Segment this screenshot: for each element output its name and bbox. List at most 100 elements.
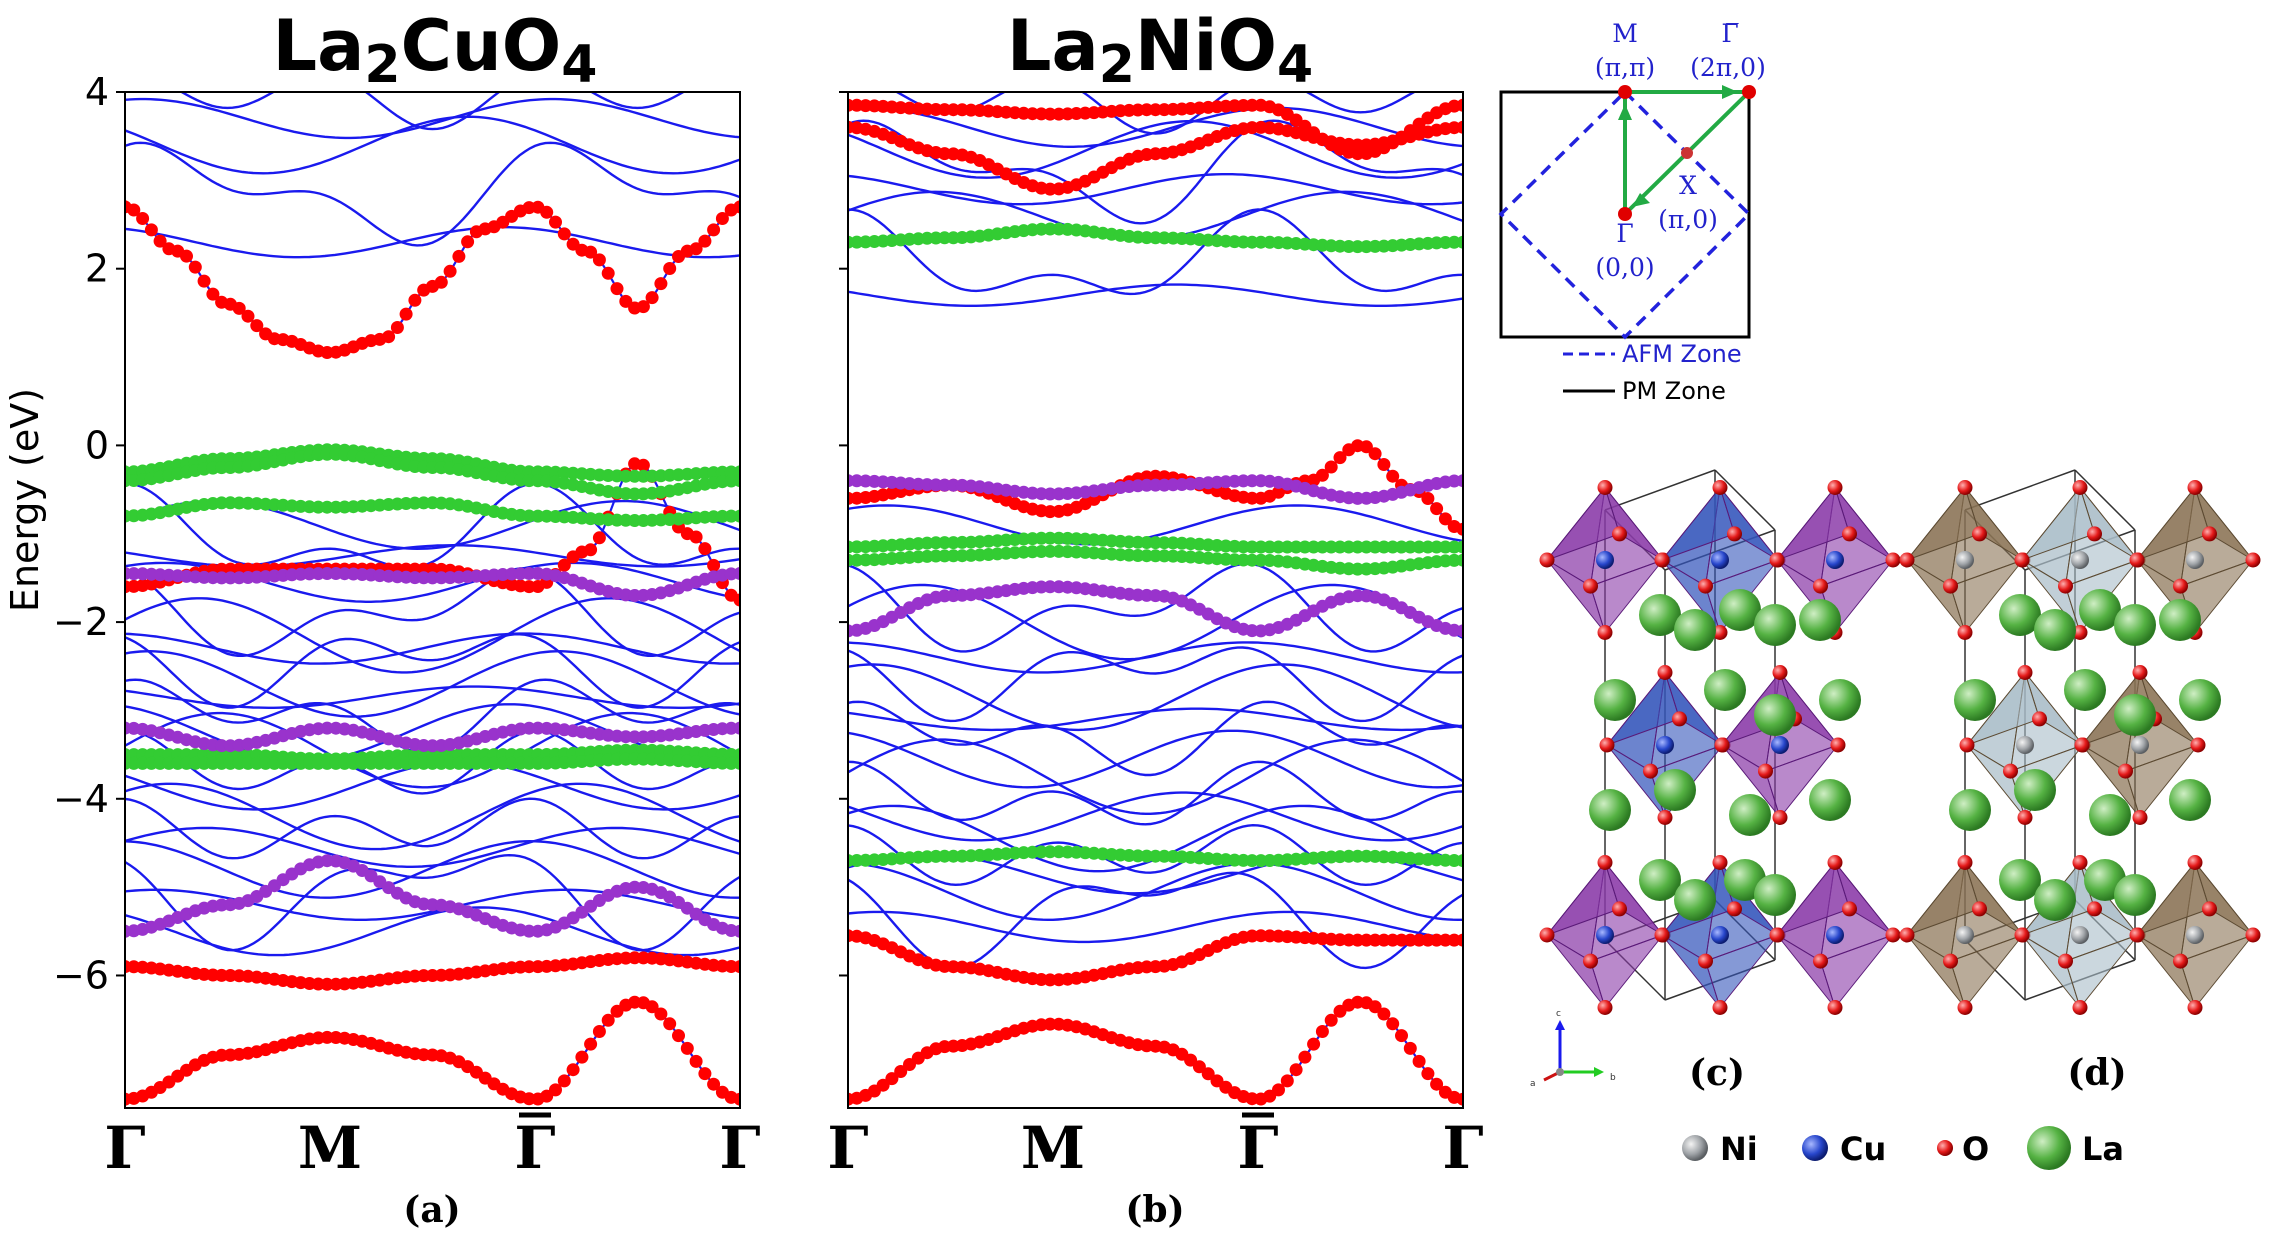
la-atom xyxy=(1954,679,1996,721)
bz-gamma-coord: (0,0) xyxy=(1595,253,1654,282)
oxygen-atom xyxy=(2173,578,2188,594)
blue-band-line xyxy=(848,791,1463,842)
panel-label-b: (b) xyxy=(1125,1189,1184,1231)
blue-band-line xyxy=(848,562,1463,653)
la-atom xyxy=(2179,679,2221,721)
la-atom xyxy=(1949,789,1991,831)
blue-band-line xyxy=(848,641,1463,674)
blue-band-line xyxy=(848,106,1463,148)
blue-band-line xyxy=(848,871,1463,970)
oxygen-atom xyxy=(2072,855,2088,870)
band-point xyxy=(698,542,712,556)
band-point xyxy=(1324,1013,1338,1027)
oxygen-atom xyxy=(1612,526,1627,542)
la-atom xyxy=(1754,604,1796,646)
x-tick-label: Γ xyxy=(1442,1114,1483,1182)
band-point xyxy=(557,1074,571,1088)
bz-x-label: X xyxy=(1679,171,1697,200)
metal-atom xyxy=(1771,736,1789,754)
x-tick-label: Γ xyxy=(719,1114,760,1182)
axis-b-label: b xyxy=(1610,1073,1616,1083)
bands-layer xyxy=(848,92,1463,1106)
y-tick-label: 2 xyxy=(85,247,109,291)
band-point xyxy=(584,1037,598,1051)
blue-band-line xyxy=(848,208,1463,296)
blue-band-line xyxy=(848,663,1463,732)
band-point xyxy=(698,234,712,248)
la-atom xyxy=(1719,589,1761,631)
band-point xyxy=(894,1065,908,1078)
oxygen-atom xyxy=(1758,763,1773,779)
x-tick-label: M xyxy=(1021,1114,1085,1182)
band-point xyxy=(663,1017,677,1031)
oxygen-atom xyxy=(1654,927,1670,943)
metal-atom xyxy=(2186,926,2204,944)
band-point xyxy=(566,1063,580,1077)
bands-layer xyxy=(125,92,740,1106)
y-axis-label: Energy (eV) xyxy=(3,388,47,612)
oxygen-atom xyxy=(2129,552,2145,568)
oxygen-atom xyxy=(1769,552,1785,568)
x-tick-label: M xyxy=(298,1114,362,1182)
blue-band-line xyxy=(125,141,740,247)
blue-band-line xyxy=(125,597,740,674)
band-point xyxy=(707,1077,721,1091)
series-2 xyxy=(848,222,1463,254)
blue-band-line xyxy=(125,782,740,851)
band-point xyxy=(1368,1000,1382,1014)
oxygen-atom xyxy=(2190,737,2206,753)
band-point xyxy=(434,275,448,289)
band-point xyxy=(206,287,220,301)
la-atom xyxy=(2169,779,2211,821)
oxygen-atom xyxy=(1643,763,1658,779)
octahedron xyxy=(1959,665,2091,825)
oxygen-atom xyxy=(2058,953,2073,969)
legend-la-icon xyxy=(2027,1126,2071,1170)
blue-band-line xyxy=(125,482,740,570)
octahedron xyxy=(1539,855,1671,1015)
series-10 xyxy=(125,721,740,753)
band-point xyxy=(654,1007,668,1021)
blue-band-line xyxy=(125,226,740,259)
blue-band-line xyxy=(848,119,1463,225)
band-point xyxy=(549,215,562,229)
series-4 xyxy=(848,474,1463,505)
x-tick-label: Γ xyxy=(827,1114,868,1182)
band-point xyxy=(144,223,158,237)
oxygen-atom xyxy=(2187,855,2203,870)
band-point xyxy=(136,212,150,225)
oxygen-atom xyxy=(1597,1000,1613,1015)
band-point xyxy=(584,543,598,557)
metal-atom xyxy=(1956,926,1974,944)
oxygen-atom xyxy=(1583,578,1598,594)
la-atom xyxy=(1809,779,1851,821)
oxygen-atom xyxy=(1972,526,1987,542)
la-atom xyxy=(1754,874,1796,916)
metal-atom xyxy=(1656,736,1674,754)
oxygen-atom xyxy=(2058,578,2073,594)
la-atom xyxy=(2114,604,2156,646)
la-atom xyxy=(1729,794,1771,836)
oxygen-atom xyxy=(2202,901,2217,917)
afm-zone-diamond xyxy=(1498,89,1752,340)
blue-band-line xyxy=(848,729,1463,789)
band-point xyxy=(1430,502,1444,516)
la-atom xyxy=(2034,609,2076,651)
series-0 xyxy=(125,200,740,359)
y-tick-label: −6 xyxy=(53,953,109,997)
blue-band-line xyxy=(125,839,740,899)
band-point xyxy=(733,474,740,488)
band-point xyxy=(461,235,475,249)
la-atom xyxy=(1674,879,1716,921)
band-point xyxy=(733,960,740,974)
la-atom xyxy=(1589,789,1631,831)
band-point xyxy=(601,1013,615,1027)
oxygen-atom xyxy=(2014,552,2030,568)
crystal-axes-icon: c b a xyxy=(1530,1009,1616,1089)
bz-m-label: M xyxy=(1612,19,1638,48)
point-m xyxy=(1618,85,1632,99)
oxygen-atom xyxy=(1772,665,1788,680)
oxygen-atom xyxy=(2187,1000,2203,1015)
band-point xyxy=(733,200,740,214)
